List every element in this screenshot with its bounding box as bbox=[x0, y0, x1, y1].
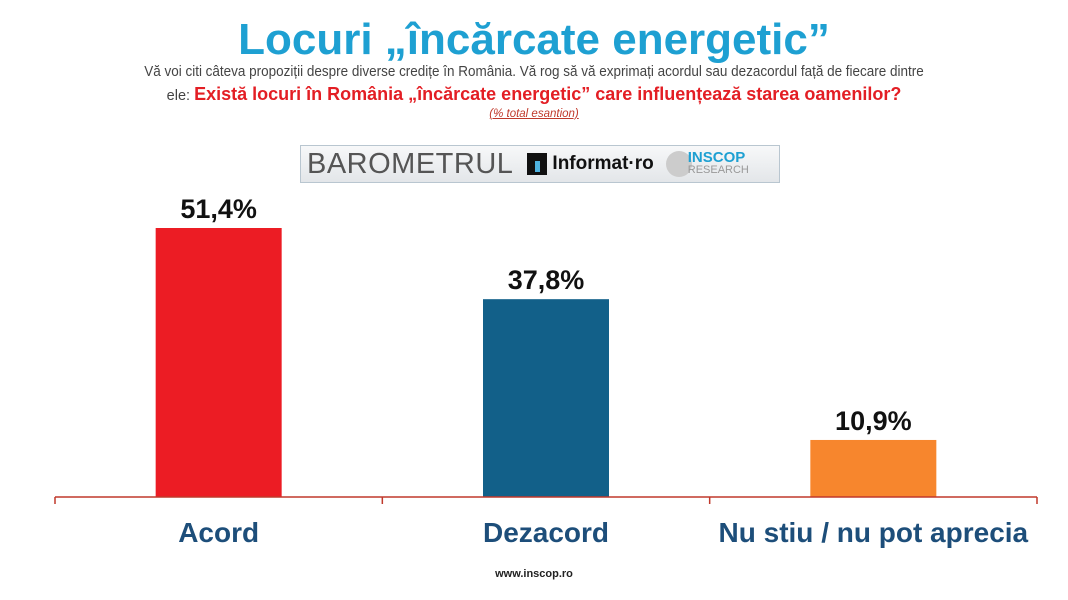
question-line: ele: Există locuri în România „încărcate… bbox=[0, 84, 1068, 105]
bar-0 bbox=[155, 228, 282, 497]
page-title: Locuri „încărcate energetic” bbox=[238, 15, 830, 64]
bar-1 bbox=[483, 299, 609, 497]
informat-label: Informat·ro bbox=[552, 153, 654, 174]
data-label: 51,4% bbox=[180, 194, 257, 224]
subtitle: Vă voi citi câteva propoziții despre div… bbox=[144, 64, 924, 80]
informat-icon bbox=[527, 153, 548, 175]
barometer-label: BAROMETRUL bbox=[307, 147, 514, 180]
question-prefix: ele: bbox=[166, 88, 191, 104]
category-label: Nu stiu / nu pot aprecia bbox=[719, 517, 1029, 548]
category-label: Dezacord bbox=[483, 517, 609, 548]
inscop-label: INSCOP bbox=[687, 149, 746, 166]
sample-note: (% total esantion) bbox=[489, 108, 579, 120]
barometer-logo: BAROMETRUL Informat·ro INSCOP RESEARCH bbox=[300, 145, 780, 183]
category-label: Acord bbox=[178, 517, 259, 548]
bar-2 bbox=[810, 439, 937, 497]
inscop-icon bbox=[665, 151, 692, 177]
data-label: 10,9% bbox=[835, 406, 912, 436]
inscop-logo: INSCOP RESEARCH bbox=[687, 149, 749, 176]
question: Există locuri în România „încărcate ener… bbox=[194, 84, 902, 104]
research-label: RESEARCH bbox=[687, 164, 749, 176]
data-label: 37,8% bbox=[508, 265, 585, 295]
footer-url: www.inscop.ro bbox=[495, 568, 573, 580]
